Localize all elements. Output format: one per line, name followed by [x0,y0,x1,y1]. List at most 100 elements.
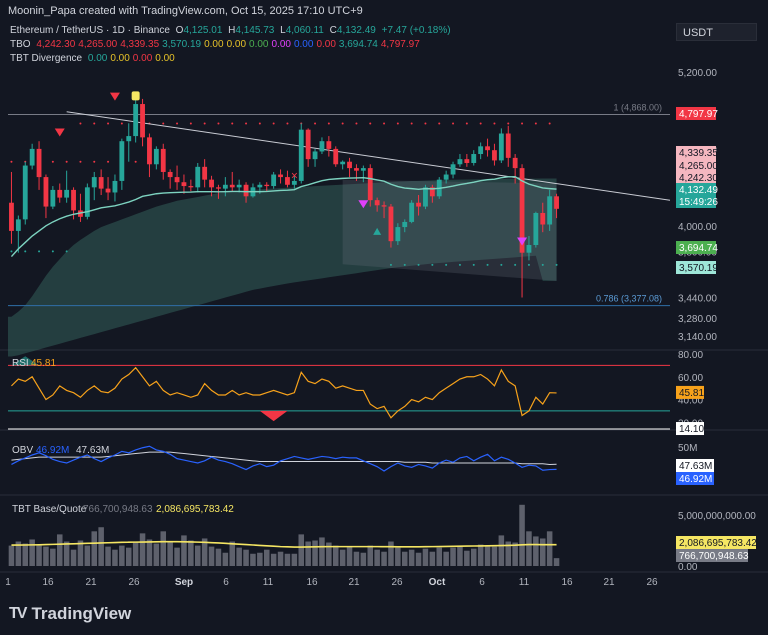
volume-tick-label: 0.00 [678,562,698,573]
price-label-text: 4,242.30 [679,173,718,184]
tbo-value: 0.00 [204,39,224,50]
change-value: +7.47 (+0.18%) [381,25,451,36]
resistance-dot [272,122,275,125]
support-dot [417,263,420,266]
support-dot [24,250,27,253]
candle-body [126,136,132,142]
volume-bar [360,552,367,566]
volume-bar [208,546,215,566]
rsi-tick-label: 80.00 [678,350,703,361]
resistance-dot [521,122,524,125]
obv-label-box [676,459,714,472]
price-tick-label: 3,440.00 [678,294,717,305]
close-label: C [329,25,337,36]
volume-bar [91,531,98,566]
legend-header: Ethereum / TetherUS · 1D · Binance O4,12… [10,24,454,66]
candle-body [291,180,297,185]
volume-bar [132,541,139,566]
volume-bar [50,548,56,566]
candle-body [409,202,415,222]
candle-body [57,189,63,198]
candle-body [9,202,14,231]
tbo-legend[interactable]: TBO 4,242.30 4,265.00 4,339.35 3,570.19 0.00… [10,38,454,52]
time-tick-label: 21 [603,577,615,588]
volume-bar [470,548,477,566]
candle-body [188,186,194,188]
volume-bar [188,540,194,566]
volume-bar [270,553,277,566]
volume-bar [457,546,463,566]
resistance-dot [438,122,441,125]
volume-bar [332,545,339,566]
candle-body [84,187,90,217]
volume-bar [250,553,256,566]
tbt-divergence-legend[interactable]: TBT Divergence 0.00 0.00 0.00 0.00 [10,52,454,66]
volume-label-text: 766,700,948.63 [679,551,749,562]
rsi-line [11,366,557,419]
volume-bar [263,549,270,566]
support-dot [65,250,68,253]
resistance-dot [369,122,372,125]
volume-value: 766,700,948.63 [83,504,153,515]
support-dot [541,263,544,266]
chart-canvas[interactable]: 1 (4,868.00)0.786 (3,377.08)×5,200.004,6… [0,0,768,600]
resistance-dot [217,122,220,125]
candle-body [305,129,311,160]
volume-bar [374,549,380,566]
resistance-dot [410,122,413,125]
candle-body [285,177,290,185]
price-label-text: 3,694.74 [679,243,718,254]
rsi-label-box [676,385,704,399]
price-label-box [676,261,716,274]
support-dot [555,263,558,266]
tbo-value: 4,242.30 [36,39,76,50]
resistance-dot [10,160,13,163]
time-tick-label: Sep [175,577,193,588]
candle-body [243,184,249,197]
price-label-box [676,159,716,172]
resistance-dot [162,122,165,125]
volume-label-box [676,549,748,562]
resistance-dot [134,160,137,163]
candle-body [498,133,504,161]
candle-body [554,196,559,209]
symbol-label[interactable]: Ethereum / TetherUS · 1D · Binance [10,25,170,36]
support-dot [445,263,448,266]
volume-bar [257,552,263,566]
candle-body [319,141,325,152]
obv-line [11,445,557,472]
support-dot [389,263,392,266]
volume-bar [395,547,401,566]
candle-body [416,202,421,207]
volume-bar [553,558,560,566]
high-value: 4,145.73 [235,25,275,36]
price-label-text: 3,570.19 [679,263,718,274]
candle-body [140,104,145,138]
volume-bar [539,538,546,566]
resistance-dot [79,122,82,125]
tbo-value: 0.00 [316,39,336,50]
volume-bar [84,545,91,566]
candle-body [443,174,449,180]
price-label-text: 4,797.97 [679,109,718,120]
candle-body [354,168,359,171]
price-label-box [676,107,716,120]
price-tick-label: 5,200.00 [678,68,717,79]
candle-body [374,200,380,206]
quote-currency-button[interactable]: USDT [676,23,757,41]
low-value: 4,060.11 [285,25,324,36]
price-label-box [676,171,716,184]
volume-bar [429,551,436,566]
volume-bar [346,546,353,566]
resistance-dot [465,122,468,125]
rsi-overbought-fill [11,356,40,366]
support-dot [431,263,434,266]
volume-bar [422,548,429,566]
volume-bar [401,551,408,566]
resistance-dot [120,122,123,125]
rsi-label-box [676,422,704,436]
obv-ma-value: 47.63M [76,445,109,456]
volume-label-text: 2,086,695,783.42 [679,538,757,549]
volume-ma-line [11,540,557,548]
tbo-value: 0.00 [226,39,247,50]
